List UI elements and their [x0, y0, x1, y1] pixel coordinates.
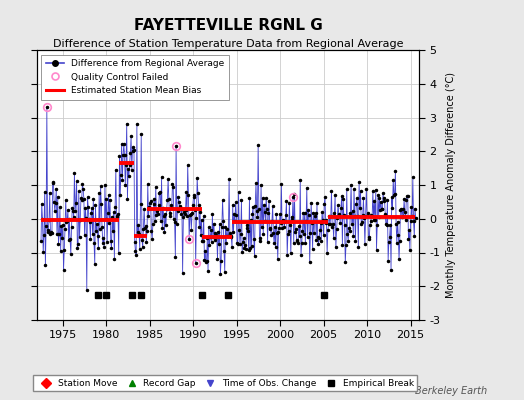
Legend: Difference from Regional Average, Quality Control Failed, Estimated Station Mean: Difference from Regional Average, Qualit… — [41, 54, 229, 100]
Text: Berkeley Earth: Berkeley Earth — [415, 386, 487, 396]
Text: FAYETTEVILLE RGNL G: FAYETTEVILLE RGNL G — [134, 18, 322, 33]
Title: Difference of Station Temperature Data from Regional Average: Difference of Station Temperature Data f… — [53, 39, 403, 49]
Y-axis label: Monthly Temperature Anomaly Difference (°C): Monthly Temperature Anomaly Difference (… — [446, 72, 456, 298]
Legend: Station Move, Record Gap, Time of Obs. Change, Empirical Break: Station Move, Record Gap, Time of Obs. C… — [34, 375, 417, 392]
